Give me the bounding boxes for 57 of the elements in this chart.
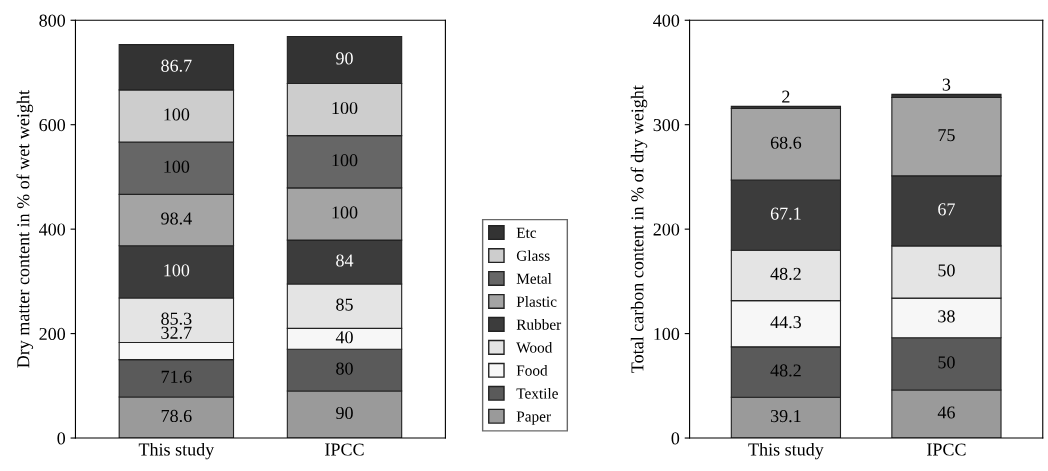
data-label: 38 [938, 310, 955, 323]
y-tick-label: 100 [654, 327, 680, 341]
data-label: 67.1 [770, 207, 801, 220]
y-tick-label: 400 [39, 223, 66, 236]
y-axis-title: Dry matter content in % of wet weight [16, 90, 34, 368]
data-label: 85 [336, 298, 353, 311]
data-label: 39.1 [770, 410, 801, 423]
data-label: 3 [942, 78, 951, 91]
data-label: 84 [336, 254, 354, 267]
x-tick-label: IPCC [325, 443, 364, 456]
y-tick-label: 0 [57, 432, 66, 445]
data-label: 90 [336, 52, 353, 65]
data-label: 98.4 [161, 212, 192, 225]
data-label: 50 [938, 356, 955, 369]
data-label: 85.3 [161, 312, 192, 325]
data-label: 48.2 [770, 267, 801, 281]
y-tick-label: 300 [653, 118, 680, 132]
y-tick-label: 600 [39, 118, 66, 132]
legend-label: Plastic [516, 296, 557, 307]
data-label: 71.6 [161, 370, 192, 383]
data-label: 67 [938, 203, 955, 216]
legend-label: Food [516, 364, 548, 376]
legend-label: Rubber [516, 319, 562, 330]
y-tick-label: 400 [653, 14, 680, 27]
data-label: 78.6 [161, 409, 192, 423]
data-label: 48.2 [770, 364, 801, 377]
data-label: 40 [335, 331, 353, 344]
data-label: 100 [332, 206, 358, 219]
y-tick-label: 800 [39, 14, 66, 27]
data-label: 100 [164, 264, 190, 277]
legend-label: Etc [516, 227, 537, 238]
data-label: 46 [937, 406, 955, 419]
data-label: 90 [336, 406, 353, 420]
legend-label: Glass [516, 250, 550, 261]
data-label: 100 [332, 101, 358, 115]
x-tick-label: This study [138, 442, 215, 460]
y-axis-title: Total carbon content in % of dry weight [630, 85, 648, 373]
data-label: 50 [938, 264, 955, 277]
y-tick-label: 200 [653, 223, 680, 236]
data-label: 32.7 [161, 326, 192, 339]
legend-label: Metal [516, 273, 552, 284]
data-label: 100 [164, 108, 190, 121]
legend-label: Textile [516, 387, 558, 399]
x-tick-label: This study [748, 442, 824, 460]
data-label: 100 [164, 160, 190, 173]
x-tick-label: IPCC [927, 443, 966, 456]
data-label: 68.6 [770, 136, 802, 149]
data-label: 2 [782, 90, 790, 103]
data-label: 44.3 [770, 316, 801, 329]
data-label: 75 [938, 129, 955, 142]
legend-label: Wood [516, 342, 553, 353]
legend-label: Paper [516, 411, 551, 425]
data-label: 100 [332, 154, 358, 167]
y-tick-label: 0 [671, 432, 680, 445]
data-label: 86.7 [161, 59, 192, 72]
data-label: 80 [336, 362, 353, 375]
y-tick-label: 200 [39, 327, 66, 341]
